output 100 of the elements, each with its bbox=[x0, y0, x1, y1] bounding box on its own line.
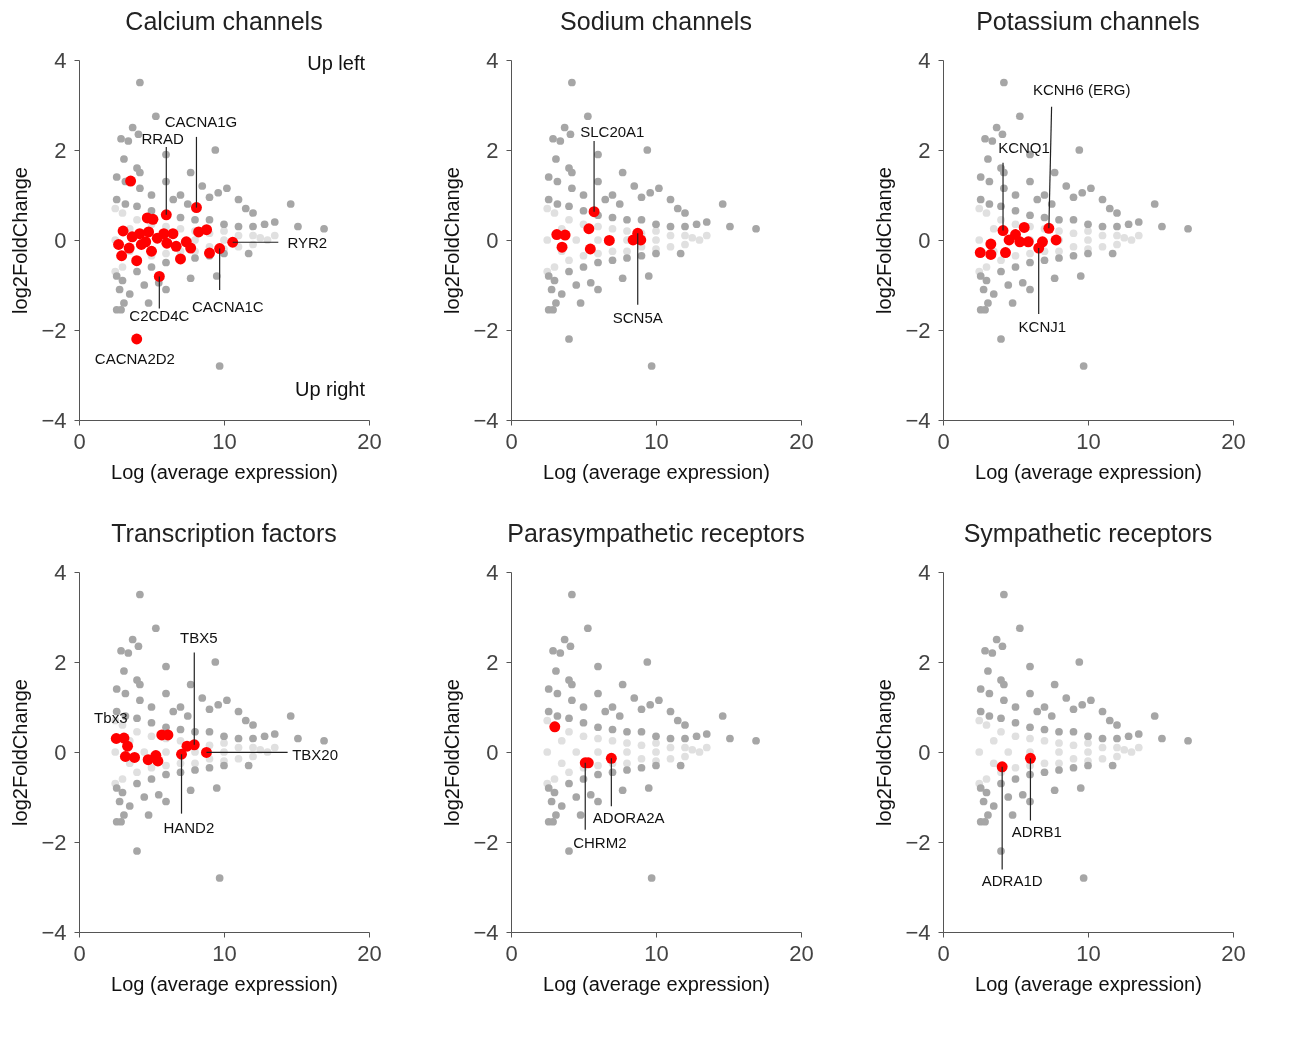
point bbox=[557, 759, 566, 768]
point bbox=[550, 209, 559, 217]
y-axis-title: log2FoldChange bbox=[9, 167, 32, 314]
point bbox=[176, 224, 185, 233]
point bbox=[975, 716, 984, 725]
x-tick-label: 20 bbox=[357, 940, 382, 966]
y-tick-label: 4 bbox=[54, 47, 67, 73]
point bbox=[996, 761, 1008, 773]
point bbox=[125, 175, 137, 187]
point bbox=[1098, 231, 1107, 240]
annotation: Up right bbox=[294, 378, 366, 400]
annotation: Up left bbox=[307, 52, 366, 74]
point bbox=[234, 754, 243, 763]
point bbox=[1084, 739, 1092, 747]
point bbox=[1134, 743, 1143, 752]
point bbox=[270, 231, 279, 240]
point bbox=[162, 249, 170, 258]
point bbox=[652, 748, 660, 756]
y-tick-label: 2 bbox=[486, 649, 499, 675]
annotation: C2CD4C bbox=[129, 307, 190, 325]
point bbox=[637, 754, 646, 763]
point bbox=[133, 727, 141, 736]
point bbox=[1011, 220, 1020, 229]
annotation: ADRA1D bbox=[981, 871, 1043, 889]
point bbox=[550, 775, 559, 783]
point bbox=[167, 228, 179, 240]
x-tick-label: 0 bbox=[73, 428, 86, 454]
point bbox=[249, 743, 257, 752]
x-tick-label: 0 bbox=[937, 428, 950, 454]
point bbox=[1084, 748, 1092, 756]
y-tick-label: −4 bbox=[473, 919, 499, 945]
point bbox=[1026, 249, 1034, 258]
point bbox=[1120, 233, 1129, 242]
point bbox=[1055, 247, 1063, 256]
chart-title: Calcium channels bbox=[125, 7, 323, 35]
point bbox=[135, 239, 147, 250]
point bbox=[688, 233, 697, 242]
point bbox=[666, 743, 675, 752]
x-axis-title: Log (average expression) bbox=[543, 460, 770, 483]
point bbox=[1011, 763, 1020, 772]
chart-title: Sympathetic receptors bbox=[963, 519, 1213, 547]
y-axis-title: log2FoldChange bbox=[873, 167, 896, 314]
point bbox=[234, 231, 243, 240]
point bbox=[1036, 236, 1048, 248]
point bbox=[249, 752, 257, 761]
annotation: HAND2 bbox=[163, 818, 215, 836]
point bbox=[702, 231, 711, 240]
point bbox=[543, 236, 552, 244]
x-axis-title: Log (average expression) bbox=[111, 972, 338, 995]
point bbox=[123, 242, 135, 254]
annotation: ADRB1 bbox=[1011, 822, 1062, 840]
y-tick-label: −4 bbox=[905, 407, 931, 433]
point bbox=[559, 229, 571, 241]
point bbox=[220, 227, 228, 235]
point bbox=[176, 736, 185, 745]
point bbox=[1011, 732, 1020, 741]
point bbox=[579, 251, 588, 260]
point bbox=[594, 748, 602, 756]
point bbox=[695, 236, 704, 244]
point bbox=[975, 236, 984, 244]
point bbox=[131, 333, 143, 345]
point bbox=[608, 736, 617, 745]
point bbox=[1113, 752, 1121, 761]
point bbox=[190, 202, 202, 214]
point bbox=[549, 721, 561, 733]
point bbox=[1127, 236, 1136, 244]
point bbox=[550, 263, 559, 271]
y-tick-label: −2 bbox=[905, 317, 931, 343]
point bbox=[623, 748, 631, 756]
point bbox=[681, 231, 689, 240]
chart-title: Sodium channels bbox=[560, 7, 752, 35]
annotation: RRAD bbox=[141, 130, 185, 148]
point bbox=[997, 727, 1005, 736]
point bbox=[1004, 748, 1013, 756]
x-axis-title: Log (average expression) bbox=[975, 460, 1202, 483]
y-tick-label: −2 bbox=[473, 317, 499, 343]
point bbox=[681, 240, 689, 249]
point bbox=[565, 768, 573, 777]
point bbox=[122, 740, 134, 752]
point bbox=[1120, 745, 1129, 754]
point bbox=[1018, 221, 1030, 233]
point bbox=[681, 752, 689, 761]
x-tick-label: 10 bbox=[212, 940, 237, 966]
y-tick-label: −2 bbox=[41, 829, 67, 855]
point bbox=[1127, 748, 1136, 756]
x-tick-label: 10 bbox=[644, 428, 669, 454]
point bbox=[1055, 748, 1063, 756]
point bbox=[185, 242, 197, 254]
x-tick-label: 20 bbox=[357, 428, 382, 454]
point bbox=[975, 748, 984, 756]
point bbox=[989, 224, 998, 233]
point bbox=[989, 736, 998, 745]
point bbox=[201, 224, 213, 236]
annotation: SLC20A1 bbox=[580, 122, 645, 140]
annotation: KCNH6 (ERG) bbox=[1032, 80, 1131, 98]
point bbox=[143, 226, 155, 238]
chart-title: Potassium channels bbox=[976, 7, 1200, 35]
point bbox=[982, 209, 991, 217]
point bbox=[188, 739, 200, 751]
point bbox=[666, 231, 675, 240]
